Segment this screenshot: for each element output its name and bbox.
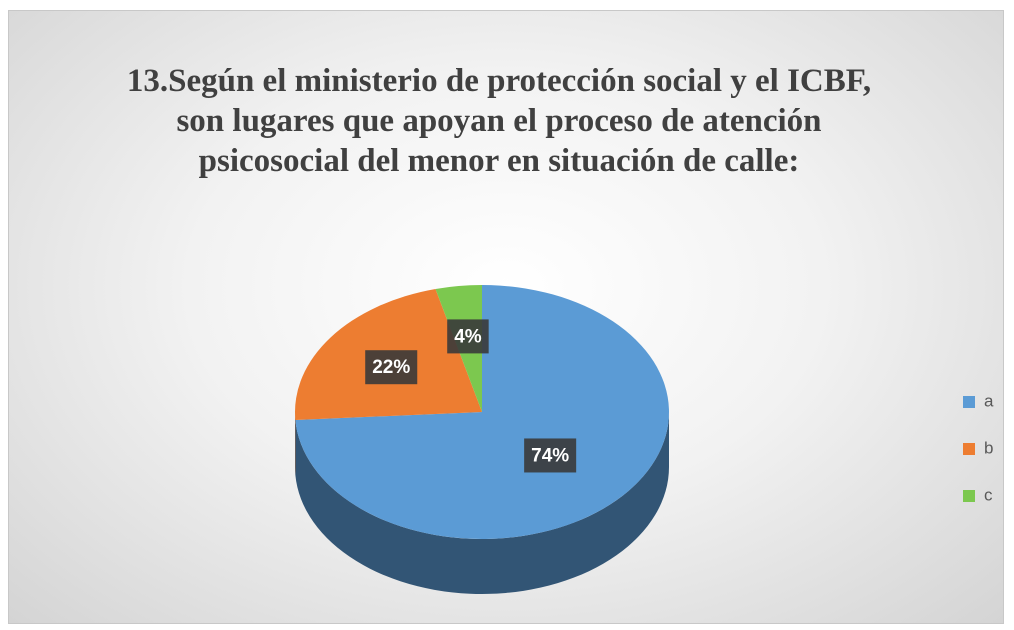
legend-label: b	[984, 438, 993, 457]
legend-label: c	[984, 485, 993, 504]
data-label-text: 4%	[454, 326, 482, 347]
data-label-box	[447, 319, 489, 354]
slice-side	[295, 412, 669, 595]
data-label-text: 74%	[531, 445, 569, 466]
legend-label: a	[984, 391, 994, 410]
data-label-box	[365, 350, 418, 385]
slice	[295, 285, 669, 539]
data-label-box	[524, 438, 577, 473]
legend-swatch	[963, 396, 975, 408]
chart-title: 13.Según el ministerio de protección soc…	[126, 63, 872, 179]
legend-swatch	[963, 490, 975, 502]
legend-swatch	[963, 443, 975, 455]
data-label-text: 22%	[372, 357, 410, 378]
